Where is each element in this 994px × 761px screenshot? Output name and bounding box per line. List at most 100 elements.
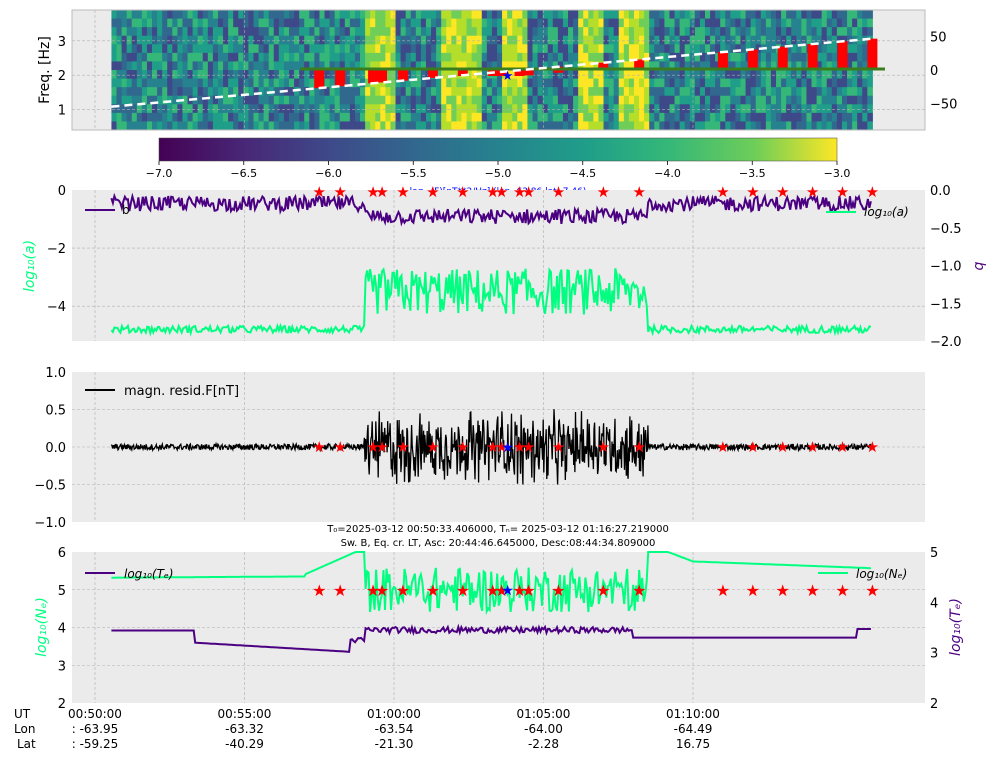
event-marker-star: ★ <box>494 581 508 600</box>
spectrogram-cell <box>654 44 660 54</box>
spectrogram-cell <box>857 78 863 88</box>
spectrogram-cell <box>562 121 569 131</box>
spectrogram-cell <box>157 78 163 88</box>
spectrogram-cell <box>116 27 123 37</box>
spectrogram-cell <box>233 61 239 71</box>
spectrogram-cell <box>765 121 772 131</box>
event-marker-star: ★ <box>746 438 759 456</box>
spectrogram-cell <box>481 95 488 105</box>
spectrogram-cell <box>831 104 838 114</box>
spectrogram-cell <box>192 78 199 88</box>
spectrogram-cell <box>177 104 183 114</box>
spectrogram-cell <box>588 18 594 28</box>
spectrogram-cell <box>268 104 275 114</box>
spectrogram-cell <box>344 95 351 105</box>
spectrogram-event-bar <box>427 70 438 78</box>
spectrogram-cell <box>654 70 660 80</box>
spectrogram-cell <box>405 52 412 62</box>
orbit-info-line: Sw. B, Eq. cr. LT, Asc: 20:44:46.645000,… <box>341 538 656 549</box>
spectrogram-cell <box>770 52 777 62</box>
spectrogram-cell <box>831 70 838 80</box>
spectrogram-cell <box>278 104 285 114</box>
spectrogram-cell <box>385 35 391 45</box>
spectrogram-cell <box>588 35 594 45</box>
spectrogram-cell <box>847 78 853 88</box>
spectrogram-cell <box>354 10 361 20</box>
spectrogram-cell <box>491 27 498 37</box>
spectrogram-cell <box>659 10 665 20</box>
spectrogram-cell <box>192 10 199 20</box>
spectrogram-cell <box>639 78 645 88</box>
spectrogram-cell <box>659 104 665 114</box>
spectrogram-cell <box>405 35 412 45</box>
spectrogram-cell <box>786 112 792 122</box>
spectrogram-cell <box>299 35 305 45</box>
spectrogram-cell <box>329 10 336 20</box>
spectrogram-cell <box>233 78 239 88</box>
spectrogram-cell <box>568 44 574 54</box>
spectrogram-cell <box>689 10 696 20</box>
spectrogram-cell <box>542 35 549 45</box>
spectrogram-cell <box>466 70 473 80</box>
panel-magnetic-residual: ★ ★ ★★ ★ ★ ★ ★★ ★★ ★ ★ ★ ★ ★ ★ ★ ★ ★★ 1.00.50.0−0.5−1.0 … <box>34 366 925 531</box>
time-range-line: T₀=2025-03-12 00:50:33.406000, Tₙ= 2025-… <box>326 524 669 535</box>
spectrogram-cell <box>507 35 513 45</box>
spectrogram-cell <box>334 18 341 28</box>
spectrogram-cell <box>831 61 838 71</box>
spectrogram-cell <box>167 61 173 71</box>
spectrogram-cell <box>512 87 518 97</box>
spectrogram-cell <box>740 104 747 114</box>
spectrogram-cell <box>456 52 462 62</box>
spectrogram-cell <box>704 95 711 105</box>
event-marker-star: ★ <box>495 438 508 456</box>
spectrogram-right-ticks: 500−50 <box>930 31 957 113</box>
spectrogram-cell <box>121 52 128 62</box>
spectrogram-cell <box>278 52 285 62</box>
spectrogram-cell <box>826 121 833 131</box>
spectrogram-cell <box>613 52 620 62</box>
series-log-ne <box>111 551 871 616</box>
spectrogram-cell <box>314 95 320 105</box>
spectrogram-cell <box>852 95 858 105</box>
spectrogram-cell <box>557 95 564 105</box>
spectrogram-cell <box>273 112 280 122</box>
spectrogram-cell <box>791 10 797 20</box>
spectrogram-cell <box>273 18 280 28</box>
spectrogram-cell <box>111 121 118 131</box>
spectrogram-cell <box>217 44 224 54</box>
spectrogram-cell <box>238 18 244 28</box>
spectrogram-cell <box>273 44 280 54</box>
spectrogram-cell <box>725 112 731 122</box>
spectrogram-cell <box>283 44 290 54</box>
event-marker-star: ★ <box>865 581 879 600</box>
spectrogram-cell <box>420 78 427 88</box>
spectrogram-cell <box>466 95 473 105</box>
spectrogram-cell <box>583 112 589 122</box>
spectrogram-cell <box>375 18 381 28</box>
spectrogram-cell <box>141 112 148 122</box>
panel-plasma-ylabel: log₁₀(Nₑ) <box>34 597 50 657</box>
spectrogram-cell <box>664 10 670 20</box>
spectrogram-cell <box>593 44 599 54</box>
spectrogram-cell <box>304 18 310 28</box>
event-marker-star: ★ <box>776 183 789 201</box>
spectrogram-cell <box>583 78 589 88</box>
spectrogram-cell <box>380 44 386 54</box>
spectrogram-cell <box>806 18 813 28</box>
spectrogram-cell <box>760 27 767 37</box>
spectrogram-cell <box>238 52 244 62</box>
spectrogram-cell <box>593 18 599 28</box>
spectrogram-cell <box>152 61 158 71</box>
spectrogram-cell <box>299 95 305 105</box>
spectrogram-cell <box>816 35 823 45</box>
spectrogram-cell <box>339 87 346 97</box>
spectrogram-cell <box>801 104 807 114</box>
spectrogram-cell <box>197 10 204 20</box>
spectrogram-cell <box>162 44 168 54</box>
spectrogram-cell <box>354 104 361 114</box>
spectrogram-cell <box>750 10 757 20</box>
spectrogram-cell <box>618 18 625 28</box>
spectrogram-cell <box>628 95 635 105</box>
spectrogram-cell <box>715 104 721 114</box>
spectrogram-cell <box>481 121 488 131</box>
